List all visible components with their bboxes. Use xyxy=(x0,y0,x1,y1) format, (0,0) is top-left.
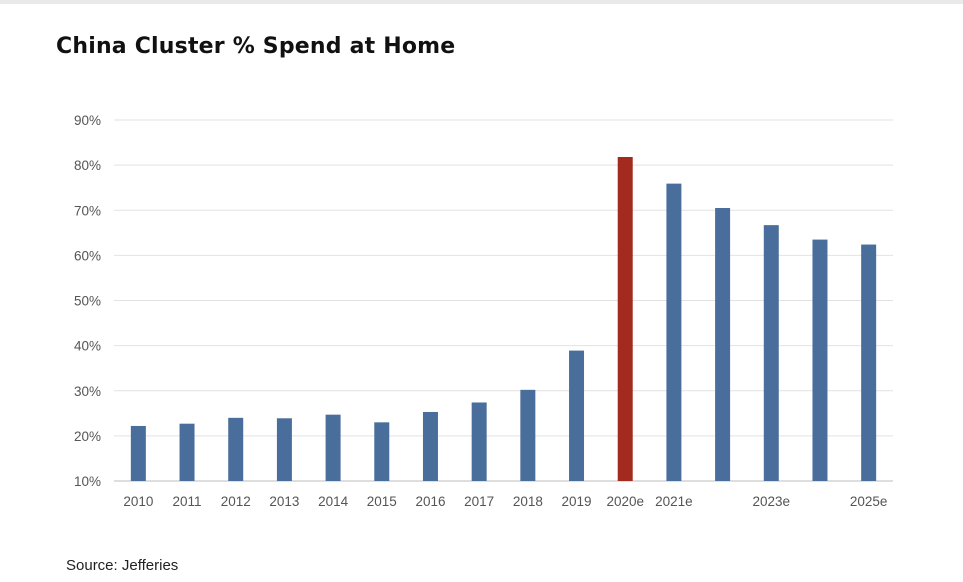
top-divider xyxy=(0,0,963,4)
y-tick-label: 70% xyxy=(74,203,101,218)
x-tick-label: 2021e xyxy=(655,494,693,509)
x-tick-label: 2015 xyxy=(367,494,397,509)
chart-title: China Cluster % Spend at Home xyxy=(56,34,456,59)
bar-2016 xyxy=(422,411,438,481)
bar-2020e xyxy=(617,157,633,481)
bar-2017 xyxy=(471,402,487,481)
y-tick-label: 20% xyxy=(74,429,101,444)
x-tick-label: 2014 xyxy=(318,494,349,509)
bar-2015 xyxy=(374,422,390,481)
bar-2018 xyxy=(520,389,536,481)
y-tick-label: 30% xyxy=(74,384,101,399)
x-tick-label: 2018 xyxy=(513,494,543,509)
x-tick-label: 2011 xyxy=(173,494,202,509)
source-note: Source: Jefferies xyxy=(66,557,179,574)
y-tick-label: 80% xyxy=(74,158,101,173)
bar-2012 xyxy=(228,417,244,481)
bar-2011 xyxy=(179,423,195,481)
x-axis-ticks: 2010 2011 2012 2013 2014 2015 2016 2017 2018 2019… xyxy=(123,494,887,509)
bar-2013 xyxy=(276,418,292,481)
x-tick-label: 2012 xyxy=(221,494,251,509)
gridlines xyxy=(114,119,893,482)
bar-2023e xyxy=(763,225,779,481)
x-tick-label: 2010 xyxy=(123,494,153,509)
bar-2010 xyxy=(130,425,146,481)
bar-2025e xyxy=(861,244,877,481)
y-tick-label: 10% xyxy=(74,474,101,489)
y-tick-label: 40% xyxy=(74,339,101,354)
x-tick-label: 2017 xyxy=(464,494,494,509)
bar-2021e xyxy=(666,183,682,481)
x-tick-label: 2019 xyxy=(562,494,592,509)
bars xyxy=(130,157,877,481)
bar-2014 xyxy=(325,414,341,481)
x-tick-label: 2016 xyxy=(415,494,445,509)
x-tick-label: 2025e xyxy=(850,494,888,509)
bar-2024e xyxy=(812,239,828,481)
bar-2019 xyxy=(569,350,585,481)
x-tick-label: 2020e xyxy=(606,494,644,509)
y-tick-label: 60% xyxy=(74,248,101,263)
x-tick-label: 2013 xyxy=(269,494,299,509)
x-tick-label: 2023e xyxy=(753,494,791,509)
y-axis-ticks: 10% 20% 30% 40% 50% 60% 70% 80% 90% xyxy=(74,113,101,489)
y-tick-label: 50% xyxy=(74,294,101,309)
y-tick-label: 90% xyxy=(74,113,101,128)
bar-2022e xyxy=(715,207,731,481)
